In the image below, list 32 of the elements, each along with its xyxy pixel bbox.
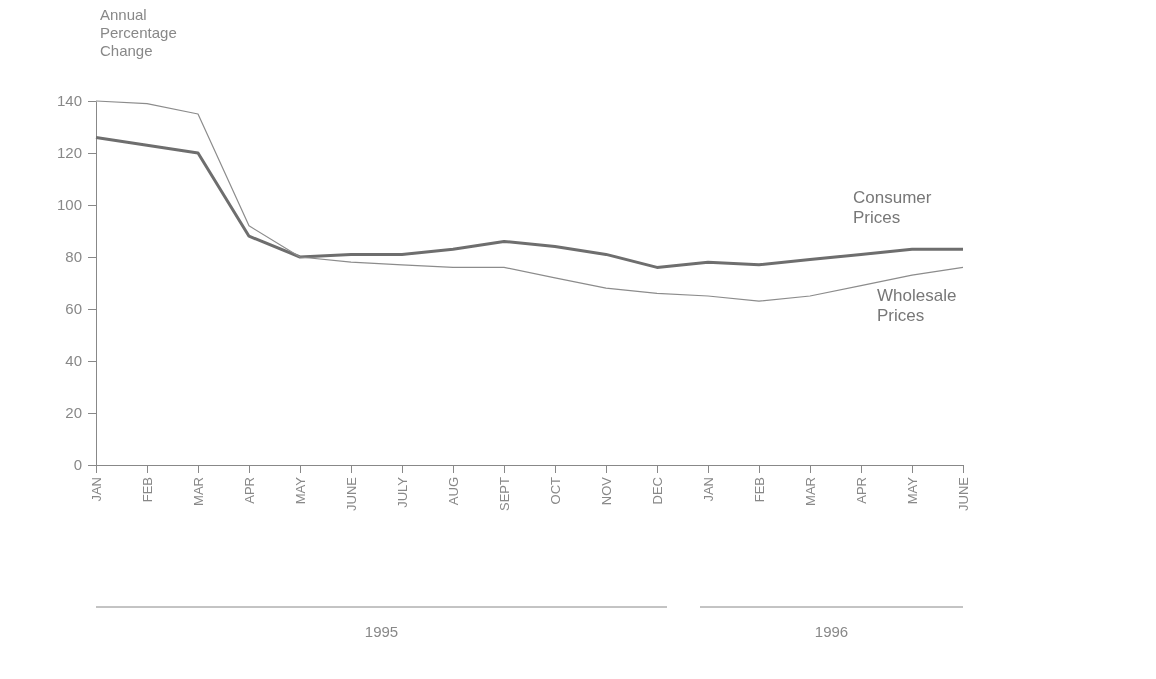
y-tick-label: 20 (65, 404, 82, 422)
y-axis-title: Annual Percentage Change (100, 6, 177, 59)
x-tick-label: JUNE (344, 476, 360, 511)
x-tick-label: DEC (650, 477, 666, 505)
x-tick-label: NOV (599, 476, 615, 506)
x-tick-label: JULY (395, 476, 411, 508)
y-tick-label: 100 (56, 196, 82, 214)
line-series (94, 135, 965, 269)
x-tick-label: AUG (446, 477, 462, 506)
text: 1995 (364, 623, 399, 640)
x-tick-label: JAN (701, 477, 717, 502)
x-tick-label: JAN (89, 477, 105, 502)
x-tick-label: FEB (752, 477, 768, 503)
y-tick-label: 120 (56, 144, 82, 162)
x-tick-label: APR (854, 477, 870, 504)
x-tick-label: MAR (803, 477, 819, 506)
x-tick-label: JUNE (956, 476, 972, 511)
y-tick-label: 140 (56, 92, 82, 110)
x-tick-label: MAR (191, 477, 207, 506)
series-label: Consumer Prices (853, 188, 932, 228)
x-tick-label: MAY (905, 476, 921, 505)
text: 1996 (814, 623, 849, 640)
x-tick-label: OCT (548, 476, 564, 505)
x-tick-label: SEPT (497, 476, 513, 511)
x-tick-label: FEB (140, 477, 156, 503)
y-tick-label: 80 (65, 248, 82, 266)
x-tick-label: MAY (293, 476, 309, 505)
y-tick-label: 40 (65, 352, 82, 370)
series-label: Wholesale Prices (877, 286, 957, 326)
x-tick-label: APR (242, 477, 258, 504)
y-tick-label: 0 (73, 456, 82, 474)
y-tick-label: 60 (65, 300, 82, 318)
